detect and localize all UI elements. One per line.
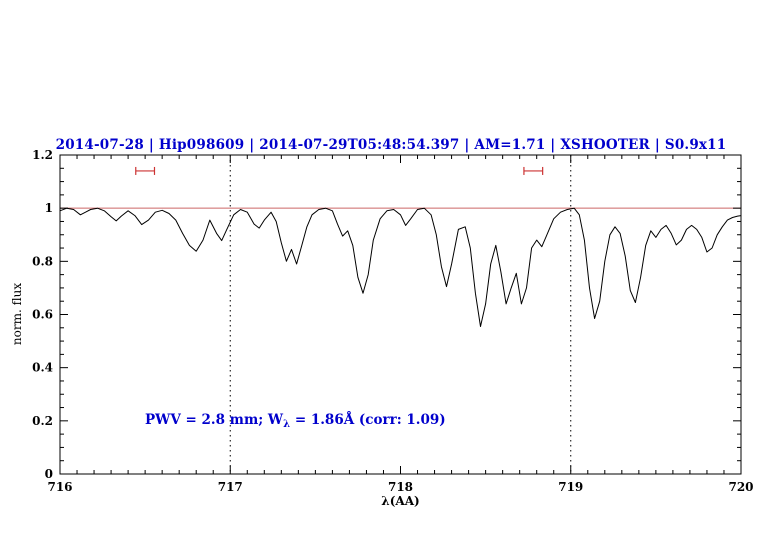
x-tick-labels: 716 717 718 719 720 — [47, 480, 753, 494]
range-markers — [135, 166, 544, 175]
y-axis-ticks — [60, 154, 741, 475]
x-tick-label: 716 — [47, 480, 72, 494]
y-tick-labels: 0 0.2 0.4 0.6 0.8 1 1.2 — [32, 148, 53, 481]
annotation-lambda-subscript: λ — [283, 419, 291, 430]
y-tick-label: 1.2 — [32, 148, 53, 162]
x-tick-label: 717 — [218, 480, 243, 494]
chart-title: 2014-07-28 | Hip098609 | 2014-07-29T05:4… — [55, 137, 727, 153]
annotation-post: = 1.86Å (corr: 1.09) — [290, 412, 446, 428]
y-tick-label: 1 — [45, 201, 53, 215]
y-tick-label: 0.2 — [32, 414, 53, 428]
y-axis-label: norm. flux — [10, 282, 24, 346]
x-tick-label: 719 — [558, 480, 583, 494]
y-tick-label: 0.4 — [32, 361, 53, 375]
x-axis-label: λ(AA) — [381, 494, 420, 508]
y-tick-label: 0.8 — [32, 254, 53, 268]
annotation-pre: PWV = 2.8 mm; W — [145, 412, 284, 428]
y-tick-label: 0.6 — [32, 308, 53, 322]
dotted-guide-lines — [229, 155, 572, 474]
x-axis-ticks — [59, 155, 742, 474]
x-tick-label: 720 — [728, 480, 753, 494]
y-tick-label: 0 — [45, 467, 53, 481]
pwv-annotation: PWV = 2.8 mm; Wλ = 1.86Å (corr: 1.09) — [145, 412, 446, 430]
spectrum-series — [59, 207, 742, 327]
x-tick-label: 718 — [388, 480, 413, 494]
